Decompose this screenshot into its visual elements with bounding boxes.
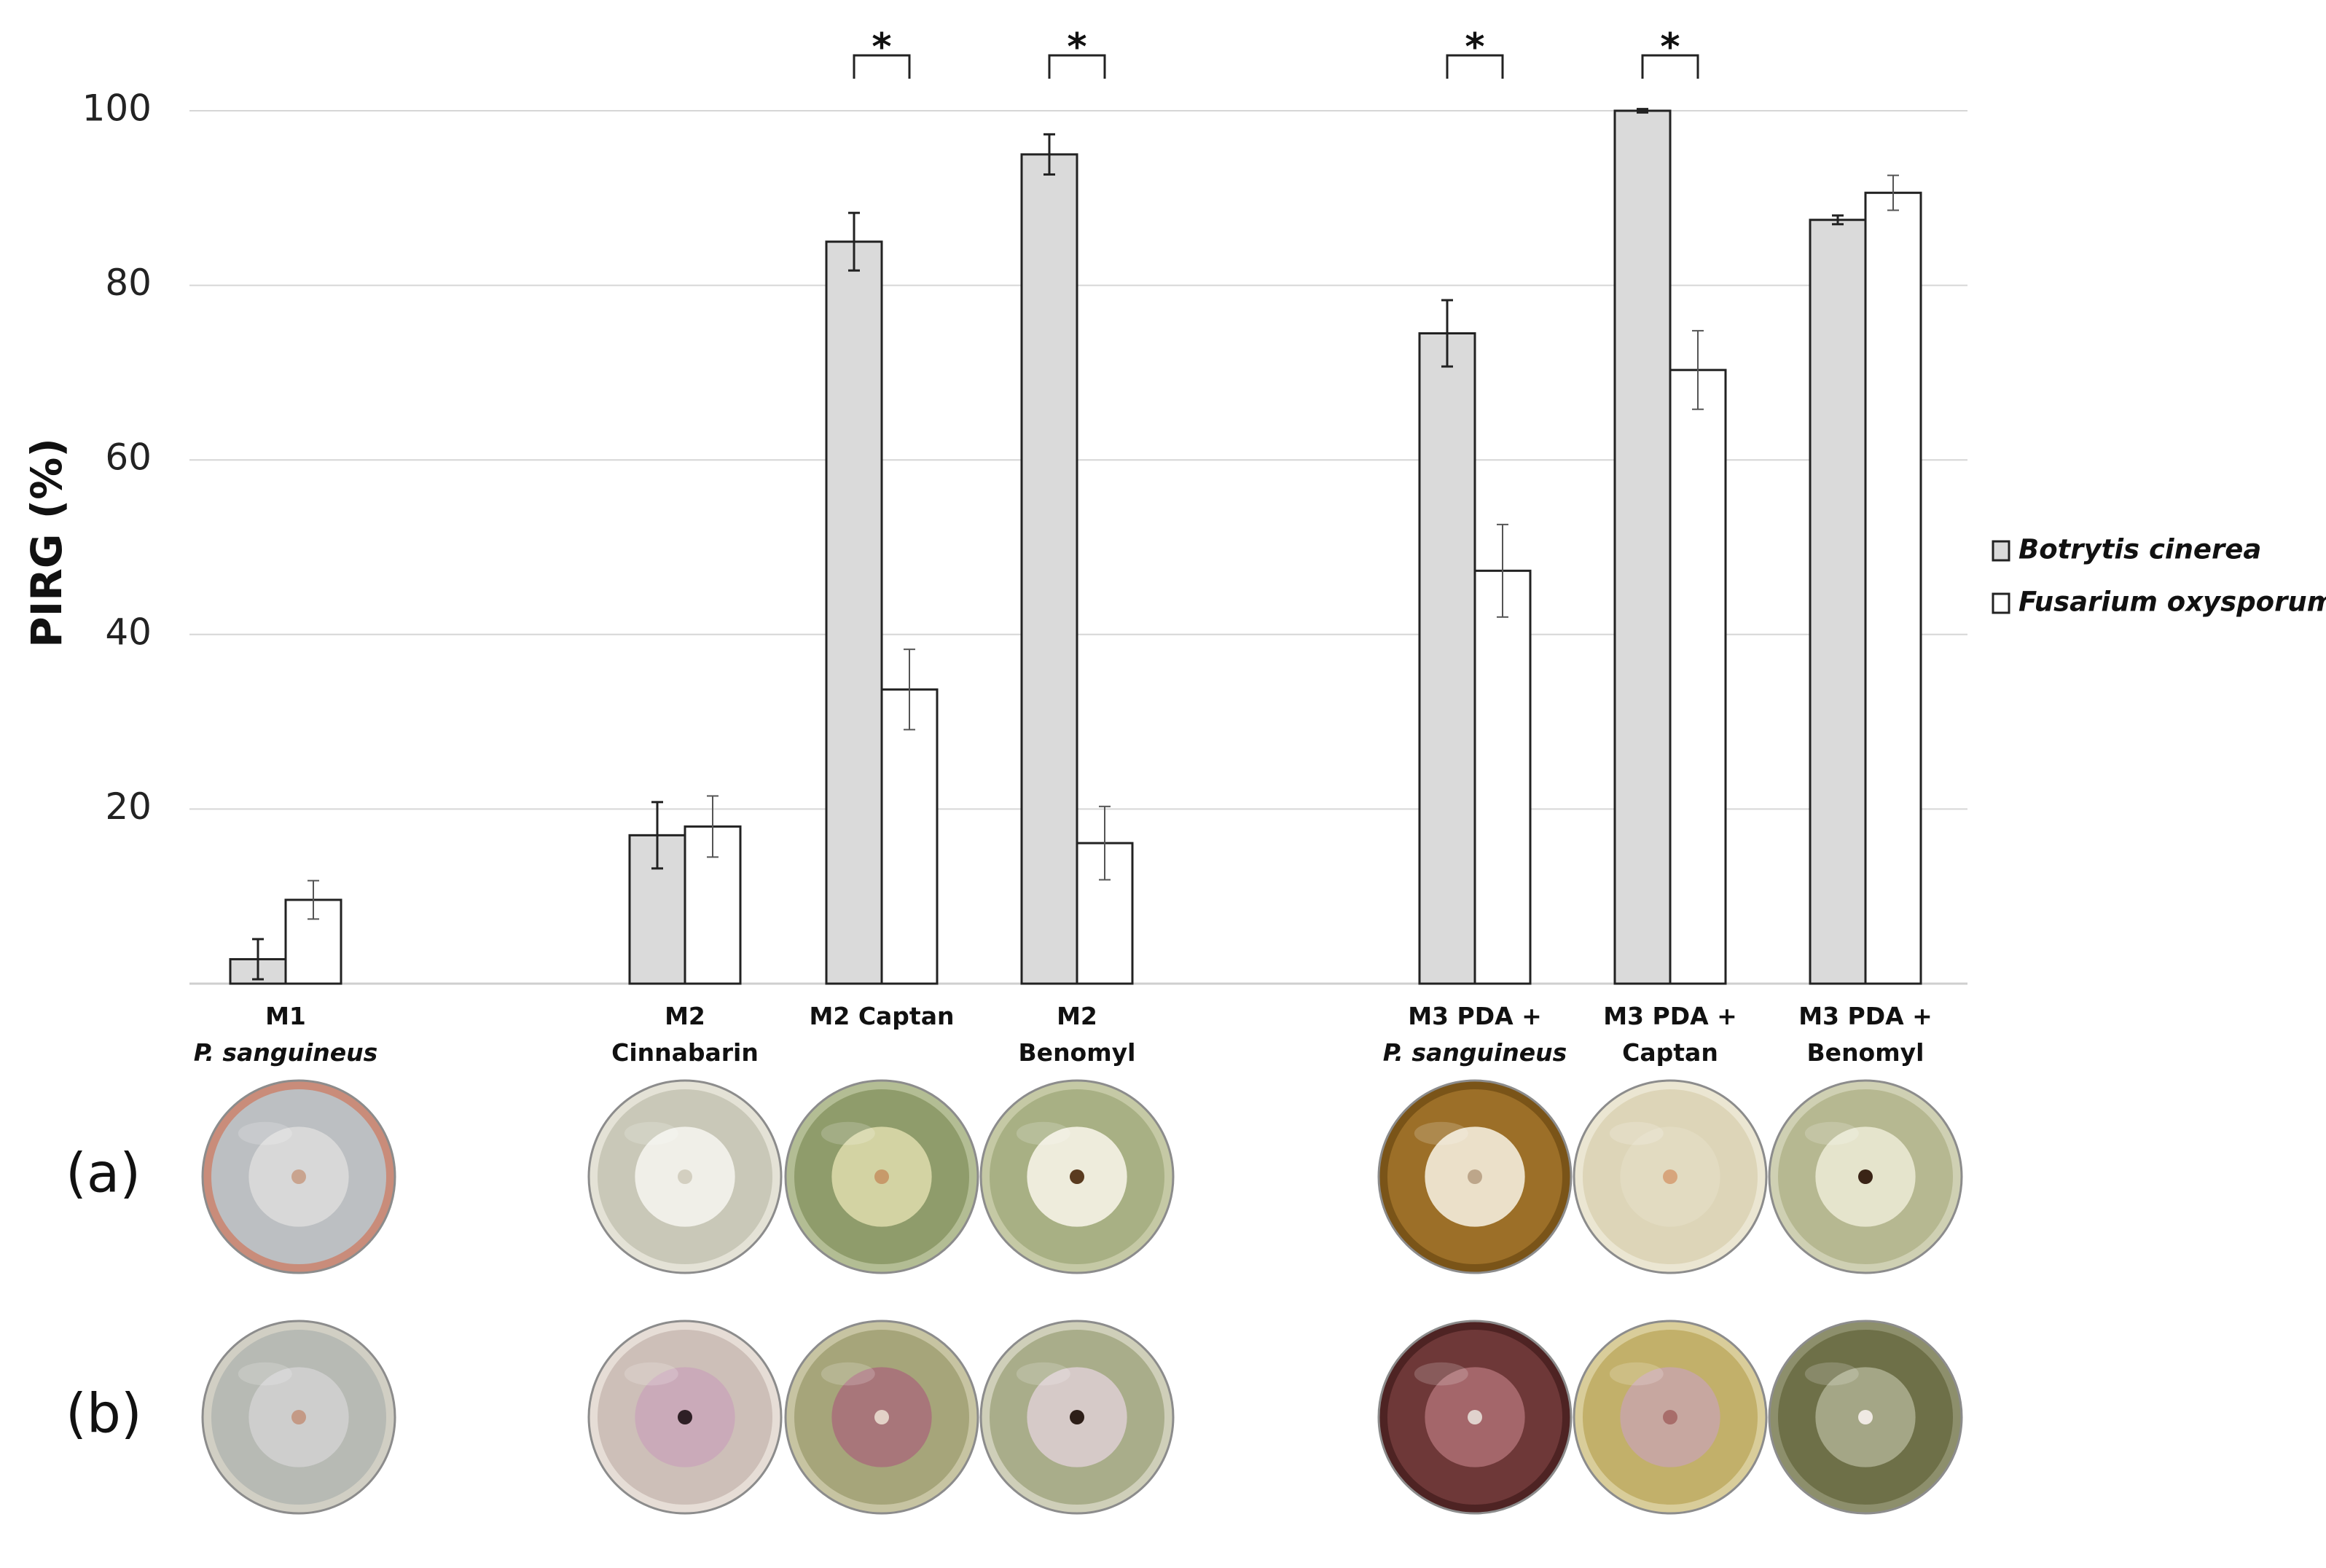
- category-label-1-line-0: M2: [665, 1002, 705, 1030]
- petri-plate-m3-sanguineus-b: [1377, 1320, 1573, 1515]
- plate-glare: [624, 1121, 678, 1145]
- petri-plate-m3-sanguineus-a: [1377, 1079, 1573, 1274]
- plate-glare: [1804, 1362, 1859, 1386]
- category-label-1-line-1: Cinnabarin: [611, 1038, 759, 1067]
- plate-glare: [1016, 1121, 1070, 1145]
- petri-plate-m2-cinnabarin-a: [587, 1079, 783, 1274]
- y-tick-label: 20: [105, 785, 152, 828]
- legend-label-0: Botrytis cinerea: [2018, 534, 2261, 565]
- significance-bracket-1: [1048, 54, 1106, 79]
- plates: [201, 1079, 1963, 1515]
- bar-fusarium-6: [1864, 192, 1922, 985]
- bar-botrytis-2: [825, 240, 883, 985]
- plate-center: [1468, 1410, 1482, 1424]
- plate-center: [1858, 1169, 1873, 1184]
- plate-glare: [1016, 1362, 1070, 1386]
- error-bars: [252, 108, 1899, 981]
- category-label-6-line-1: Benomyl: [1807, 1038, 1924, 1067]
- plate-center: [874, 1169, 889, 1184]
- plate-glare: [1414, 1121, 1468, 1145]
- petri-plate-m2-captan-a: [784, 1079, 979, 1274]
- category-label-4-line-0: M3 PDA +: [1408, 1002, 1542, 1030]
- bars: [229, 109, 1922, 985]
- plate-glare: [238, 1362, 292, 1386]
- category-labels: M1 P. sanguineus M2 Cinnabarin M2 Captan M2 Be…: [194, 1002, 1933, 1067]
- significance-bracket-3: [1641, 54, 1699, 79]
- bar-botrytis-6: [1809, 219, 1867, 985]
- y-tick-labels: 20 40 60 80 100: [82, 87, 152, 828]
- significance-star-0: *: [872, 26, 891, 69]
- plate-center: [1468, 1169, 1482, 1184]
- bar-fusarium-4: [1473, 569, 1532, 985]
- y-tick-label: 100: [82, 87, 152, 130]
- plate-center: [678, 1410, 692, 1424]
- significance-star-3: *: [1660, 26, 1680, 69]
- category-label-2-line-0: M2 Captan: [810, 1002, 955, 1030]
- petri-plate-m2-cinnabarin-b: [587, 1320, 783, 1515]
- bar-fusarium-2: [880, 688, 939, 985]
- legend-swatch-1: [1992, 592, 2010, 614]
- petri-plate-m1-sanguineus-a: [201, 1079, 396, 1274]
- category-label-4-line-1: P. sanguineus: [1383, 1038, 1567, 1067]
- plate-glare: [624, 1362, 678, 1386]
- plate-glare: [821, 1121, 875, 1145]
- plate-glare: [1609, 1121, 1664, 1145]
- bar-botrytis-4: [1418, 332, 1476, 985]
- plate-center: [1663, 1169, 1677, 1184]
- plate-center: [1070, 1169, 1084, 1184]
- row-label-0: (a): [66, 1142, 141, 1205]
- significance-bracket-0: [853, 54, 911, 79]
- y-tick-label: 80: [105, 262, 152, 304]
- plate-photos: (a) (b): [66, 1079, 1963, 1515]
- y-axis-label: PIRG (%): [22, 438, 71, 648]
- plate-center: [874, 1410, 889, 1424]
- bar-botrytis-3: [1020, 153, 1078, 985]
- petri-plate-m3-captan-b: [1573, 1320, 1768, 1515]
- petri-plate-m2-benomyl-b: [979, 1320, 1175, 1515]
- significance-star-2: *: [1465, 26, 1484, 69]
- plate-center: [1858, 1410, 1873, 1424]
- category-label-0-line-1: P. sanguineus: [194, 1038, 378, 1067]
- petri-plate-m3-captan-a: [1573, 1079, 1768, 1274]
- category-label-0-line-0: M1: [265, 1002, 306, 1030]
- y-tick-label: 40: [105, 611, 152, 653]
- category-label-6-line-0: M3 PDA +: [1798, 1002, 1933, 1030]
- bar-botrytis-5: [1613, 109, 1672, 985]
- plate-glare: [1609, 1362, 1664, 1386]
- category-label-3-line-1: Benomyl: [1019, 1038, 1136, 1067]
- plate-center: [291, 1410, 306, 1424]
- category-label-5-line-1: Captan: [1622, 1038, 1718, 1067]
- plate-glare: [238, 1121, 292, 1145]
- significance-markers: * * * *: [853, 26, 1699, 79]
- row-labels: (a) (b): [66, 1142, 142, 1446]
- plate-center: [291, 1169, 306, 1184]
- plate-glare: [821, 1362, 875, 1386]
- legend: Botrytis cinerea Fusarium oxysporum: [1992, 534, 2326, 618]
- category-label-5-line-0: M3 PDA +: [1603, 1002, 1737, 1030]
- legend-swatch-0: [1992, 540, 2010, 562]
- plate-center: [1663, 1410, 1677, 1424]
- plate-center: [678, 1169, 692, 1184]
- petri-plate-m1-sanguineus-b: [201, 1320, 396, 1515]
- plate-glare: [1414, 1362, 1468, 1386]
- petri-plate-m2-benomyl-a: [979, 1079, 1175, 1274]
- plate-glare: [1804, 1121, 1859, 1145]
- category-label-3-line-0: M2: [1057, 1002, 1097, 1030]
- row-label-1: (b): [66, 1383, 142, 1446]
- y-tick-label: 60: [105, 436, 152, 479]
- legend-label-1: Fusarium oxysporum: [2018, 587, 2326, 618]
- bar-fusarium-5: [1669, 369, 1727, 985]
- significance-star-1: *: [1067, 26, 1086, 69]
- petri-plate-m3-benomyl-a: [1768, 1079, 1963, 1274]
- plate-center: [1070, 1410, 1084, 1424]
- petri-plate-m3-benomyl-b: [1768, 1320, 1963, 1515]
- bar-chart: 20 40 60 80 100 PIRG (%) * * * * M1 P. sanguineu…: [22, 26, 2326, 1067]
- significance-bracket-2: [1446, 54, 1504, 79]
- petri-plate-m2-captan-b: [784, 1320, 979, 1515]
